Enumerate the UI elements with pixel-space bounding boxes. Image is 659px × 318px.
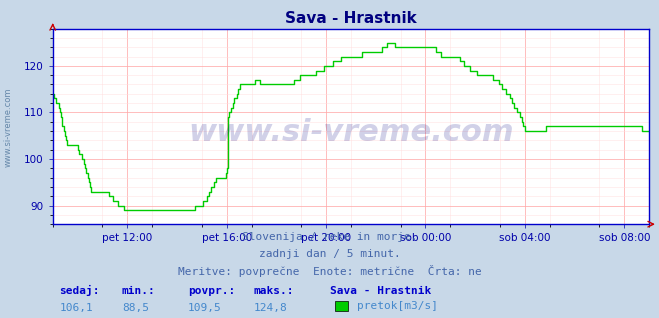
Text: www.si-vreme.com: www.si-vreme.com (188, 118, 514, 147)
Legend: pretok[m3/s]: pretok[m3/s] (335, 301, 438, 311)
Text: 109,5: 109,5 (188, 303, 221, 313)
Text: Sava - Hrastnik: Sava - Hrastnik (330, 286, 431, 296)
Text: Meritve: povprečne  Enote: metrične  Črta: ne: Meritve: povprečne Enote: metrične Črta:… (178, 265, 481, 277)
Text: maks.:: maks.: (254, 286, 294, 296)
Text: 88,5: 88,5 (122, 303, 149, 313)
Text: povpr.:: povpr.: (188, 286, 235, 296)
Text: Slovenija / reke in morje.: Slovenija / reke in morje. (242, 232, 417, 242)
Title: Sava - Hrastnik: Sava - Hrastnik (285, 11, 416, 26)
Text: zadnji dan / 5 minut.: zadnji dan / 5 minut. (258, 249, 401, 259)
Text: 106,1: 106,1 (59, 303, 93, 313)
Text: min.:: min.: (122, 286, 156, 296)
Text: 124,8: 124,8 (254, 303, 287, 313)
Text: www.si-vreme.com: www.si-vreme.com (3, 87, 13, 167)
Text: sedaj:: sedaj: (59, 286, 100, 296)
